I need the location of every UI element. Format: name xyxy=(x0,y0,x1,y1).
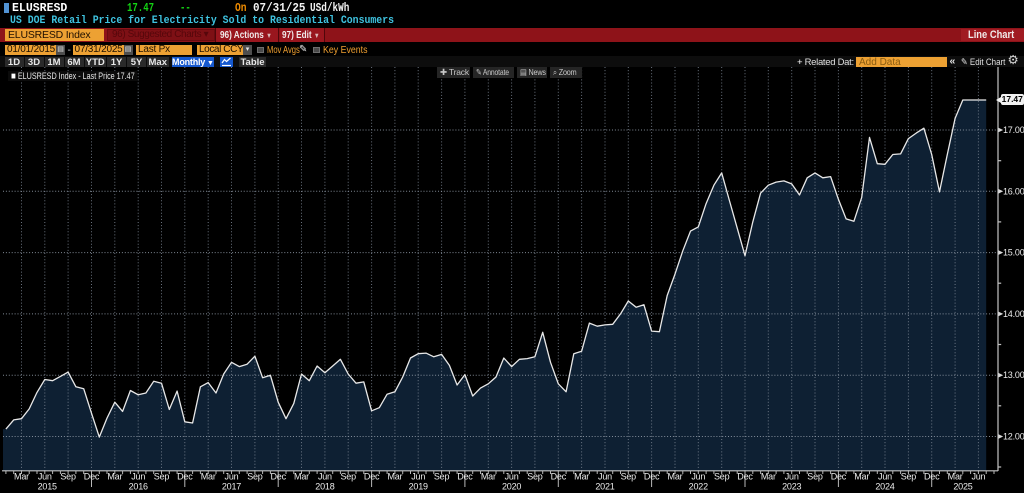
svg-text:Dec: Dec xyxy=(924,472,940,482)
svg-text:Mar: Mar xyxy=(481,472,496,482)
svg-text:2025: 2025 xyxy=(953,482,972,492)
svg-text:Jun: Jun xyxy=(411,472,425,482)
svg-text:Sep: Sep xyxy=(340,472,356,482)
svg-text:Dec: Dec xyxy=(270,472,286,482)
svg-text:Sep: Sep xyxy=(247,472,263,482)
svg-text:Sep: Sep xyxy=(714,472,730,482)
svg-text:Mar: Mar xyxy=(294,472,309,482)
svg-text:Jun: Jun xyxy=(598,472,612,482)
svg-text:Jun: Jun xyxy=(38,472,52,482)
svg-text:Jun: Jun xyxy=(131,472,145,482)
svg-text:Dec: Dec xyxy=(737,472,753,482)
svg-text:Mar: Mar xyxy=(387,472,402,482)
svg-text:Sep: Sep xyxy=(527,472,543,482)
svg-text:Mar: Mar xyxy=(201,472,216,482)
svg-text:Mar: Mar xyxy=(574,472,589,482)
svg-text:Dec: Dec xyxy=(831,472,847,482)
svg-text:17.00: 17.00 xyxy=(1003,125,1024,135)
svg-text:12.00: 12.00 xyxy=(1003,432,1024,442)
svg-text:2017: 2017 xyxy=(222,482,241,492)
svg-text:Dec: Dec xyxy=(457,472,473,482)
svg-text:2023: 2023 xyxy=(782,482,801,492)
svg-text:Mar: Mar xyxy=(854,472,869,482)
svg-text:14.00: 14.00 xyxy=(1003,309,1024,319)
svg-text:Jun: Jun xyxy=(691,472,705,482)
svg-text:Mar: Mar xyxy=(107,472,122,482)
svg-text:Jun: Jun xyxy=(505,472,519,482)
svg-text:Jun: Jun xyxy=(971,472,985,482)
svg-text:2018: 2018 xyxy=(315,482,334,492)
svg-text:Sep: Sep xyxy=(621,472,637,482)
svg-text:2022: 2022 xyxy=(689,482,708,492)
svg-text:Sep: Sep xyxy=(60,472,76,482)
svg-text:2016: 2016 xyxy=(129,482,148,492)
svg-text:13.00: 13.00 xyxy=(1003,370,1024,380)
svg-text:Mar: Mar xyxy=(668,472,683,482)
svg-text:Sep: Sep xyxy=(807,472,823,482)
svg-text:Dec: Dec xyxy=(177,472,193,482)
svg-text:2024: 2024 xyxy=(875,482,894,492)
svg-text:2019: 2019 xyxy=(409,482,428,492)
svg-text:2020: 2020 xyxy=(502,482,521,492)
svg-text:Dec: Dec xyxy=(551,472,567,482)
svg-text:Dec: Dec xyxy=(84,472,100,482)
svg-text:Dec: Dec xyxy=(364,472,380,482)
svg-text:Sep: Sep xyxy=(154,472,170,482)
svg-text:Sep: Sep xyxy=(434,472,450,482)
svg-text:Dec: Dec xyxy=(644,472,660,482)
svg-text:Jun: Jun xyxy=(225,472,239,482)
svg-text:Sep: Sep xyxy=(901,472,917,482)
svg-text:2015: 2015 xyxy=(38,482,57,492)
svg-text:Mar: Mar xyxy=(14,472,29,482)
svg-text:Jun: Jun xyxy=(785,472,799,482)
svg-text:Mar: Mar xyxy=(948,472,963,482)
svg-text:Jun: Jun xyxy=(318,472,332,482)
svg-text:Mar: Mar xyxy=(761,472,776,482)
svg-text:15.00: 15.00 xyxy=(1003,248,1024,258)
svg-text:Jun: Jun xyxy=(878,472,892,482)
svg-text:2021: 2021 xyxy=(595,482,614,492)
svg-text:16.00: 16.00 xyxy=(1003,186,1024,196)
